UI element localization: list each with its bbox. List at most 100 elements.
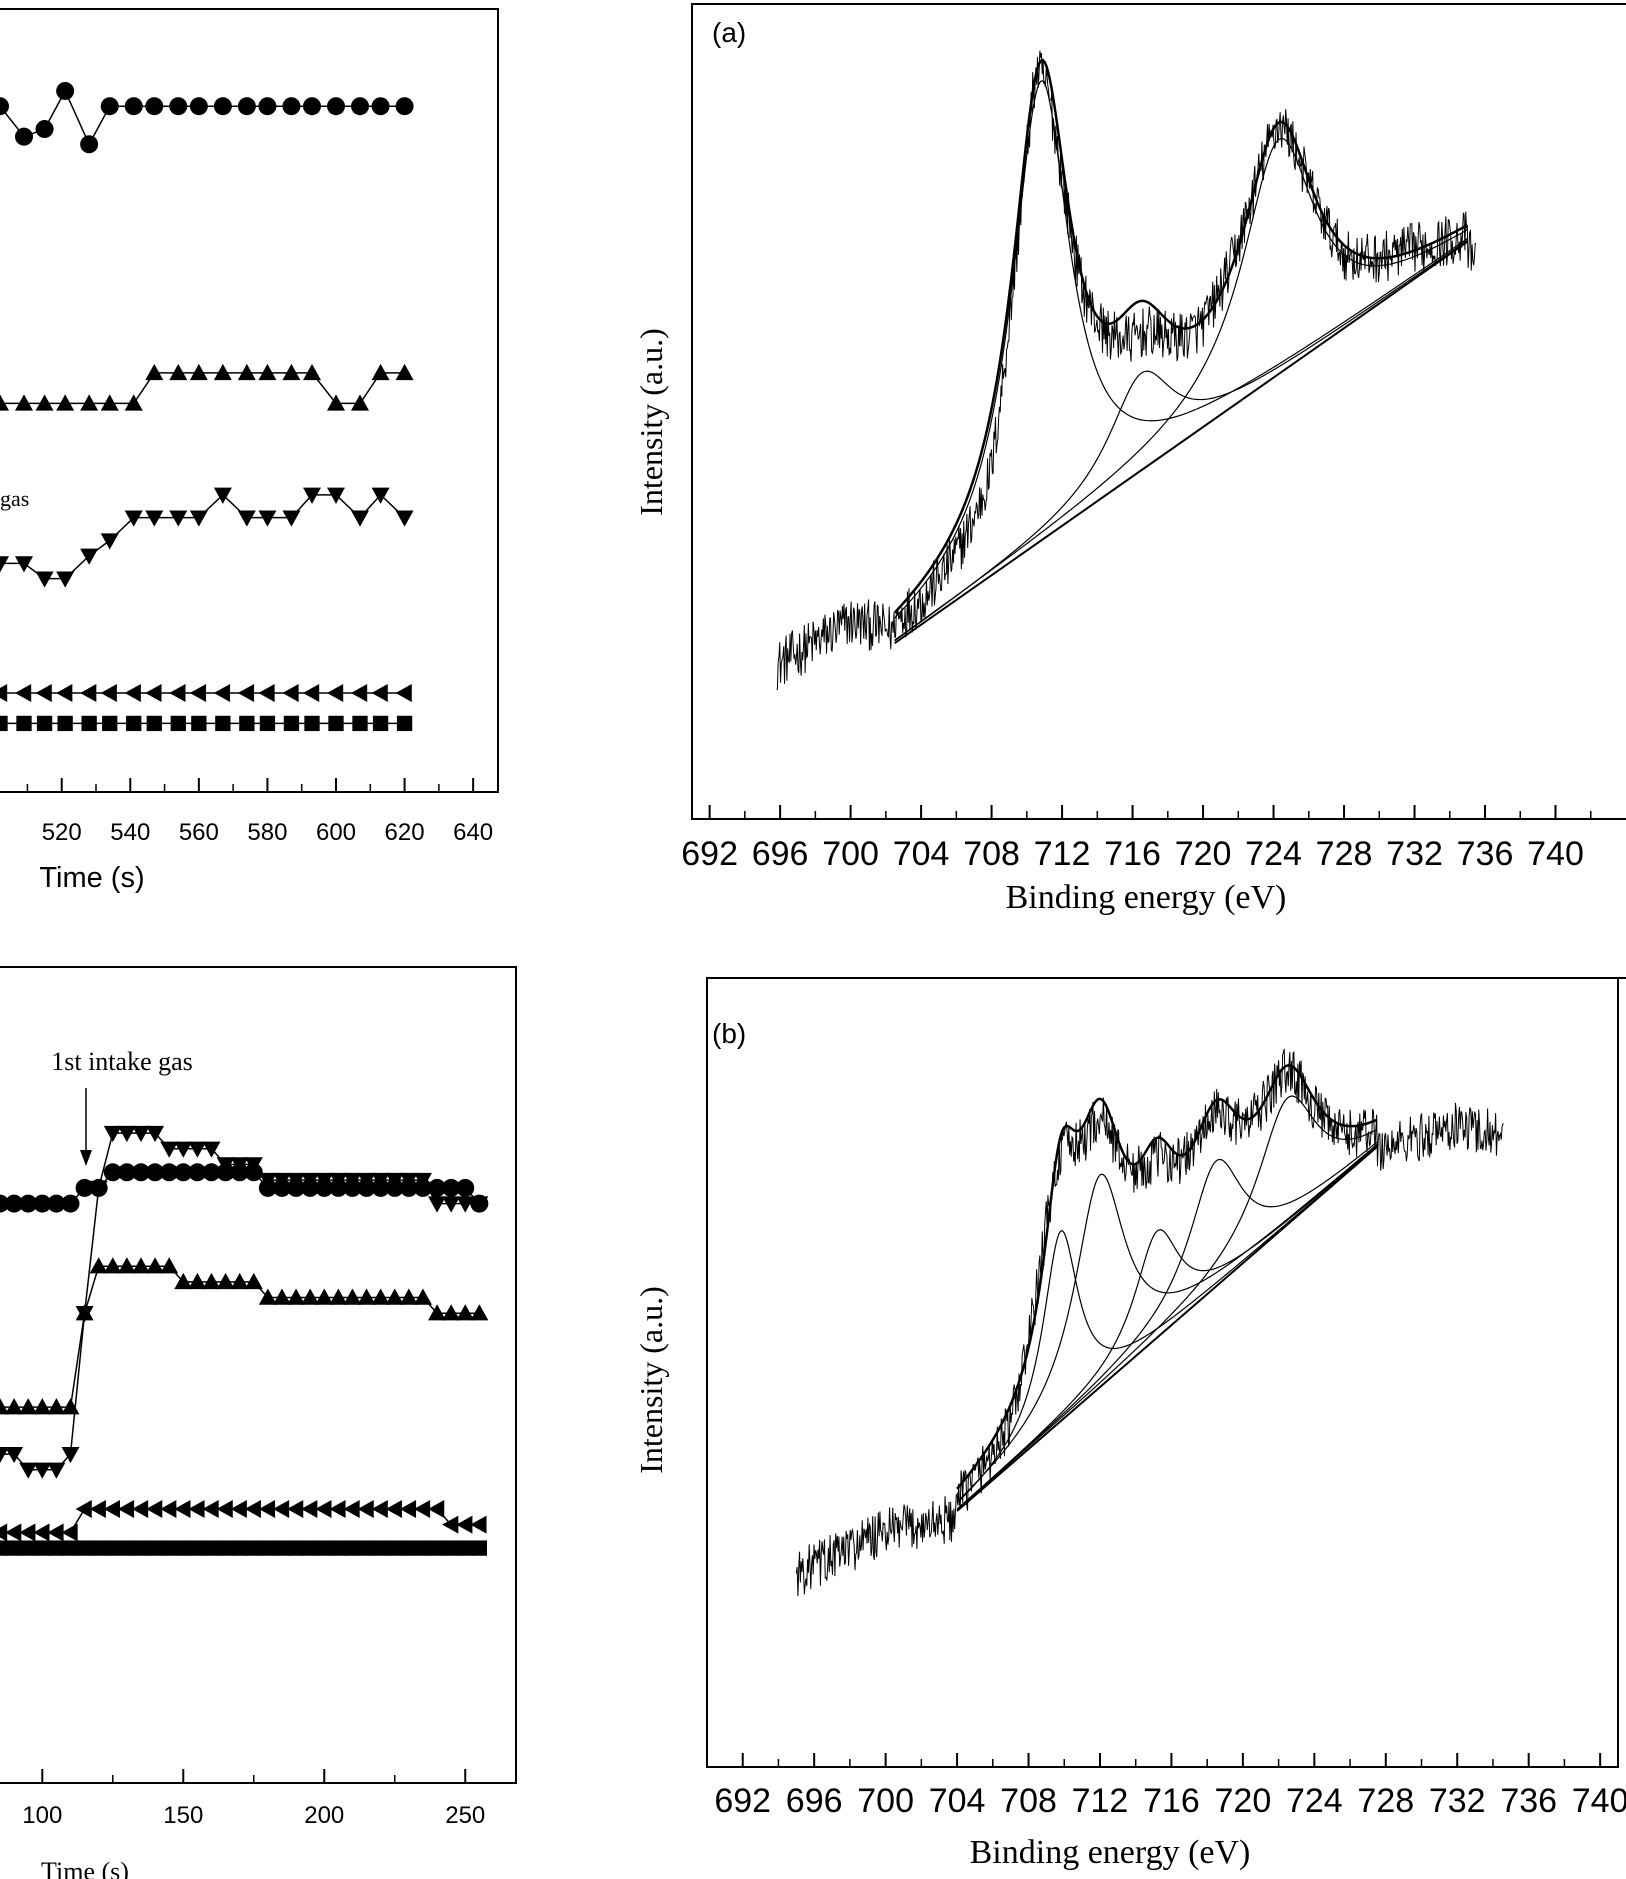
data-point-circle: [160, 1163, 179, 1182]
data-point-triangle-left: [456, 1515, 473, 1534]
data-point-triangle-left: [47, 1523, 64, 1542]
x-tick-label: 700: [822, 835, 879, 873]
data-point-triangle-down: [216, 1157, 235, 1174]
data-point-triangle-left: [80, 683, 97, 702]
data-point-triangle-left: [301, 1499, 318, 1518]
fit-component-peak: [956, 1144, 1378, 1503]
data-point-triangle-left: [19, 1523, 36, 1542]
data-point-triangle-down: [442, 1196, 461, 1213]
data-point-triangle-up: [131, 1257, 150, 1274]
annotation-arrow-head: [80, 1150, 92, 1166]
data-point-triangle-up: [160, 1257, 179, 1274]
panel-left-bottom: 100 150 200 250 1st intake gas Time (s): [0, 966, 517, 1879]
data-point-square: [57, 715, 73, 732]
x-tick-label: 728: [1357, 1782, 1414, 1820]
data-point-triangle-left: [216, 1499, 233, 1518]
spectrum-group: [776, 50, 1477, 691]
data-point-triangle-down: [357, 1172, 376, 1190]
data-point-triangle-left: [272, 1499, 290, 1518]
data-point-circle: [202, 1163, 221, 1182]
data-point-triangle-left: [327, 683, 344, 702]
data-point-triangle-left: [258, 683, 275, 702]
data-point-triangle-down: [100, 533, 119, 550]
data-point-triangle-left: [188, 1499, 205, 1518]
data-point-square: [34, 1540, 50, 1556]
data-point-triangle-up: [117, 1257, 136, 1274]
x-tick-label: 700: [857, 1782, 914, 1820]
data-point-square: [344, 1540, 361, 1556]
panel-label: (b): [712, 1018, 746, 1049]
data-point-triangle-left: [244, 1499, 261, 1518]
data-point-triangle-up: [351, 394, 369, 411]
data-point-triangle-up: [456, 1304, 475, 1321]
data-point-square: [217, 1540, 234, 1556]
data-point-triangle-down: [470, 1196, 489, 1213]
x-tick-label: 736: [1500, 1782, 1557, 1820]
data-point-square: [175, 1540, 191, 1556]
data-point-triangle-up: [33, 1398, 52, 1415]
x-tick-label: 150: [163, 1802, 203, 1829]
data-point-triangle-left: [174, 1499, 191, 1518]
data-point-circle: [146, 1163, 165, 1182]
data-point-triangle-down: [160, 1141, 179, 1158]
data-point-triangle-down: [89, 1180, 108, 1197]
data-point-triangle-down: [103, 1125, 122, 1143]
x-axis-label: Binding energy (eV): [1006, 879, 1287, 916]
data-point-triangle-up: [327, 394, 345, 411]
plot-frame: [706, 977, 1626, 1768]
data-point-triangle-up: [0, 394, 9, 411]
data-point-triangle-left: [343, 1499, 360, 1518]
data-point-triangle-left: [56, 683, 73, 702]
x-tick-label: 692: [714, 1782, 771, 1820]
data-point-triangle-down: [146, 1125, 165, 1143]
data-point-triangle-up: [272, 1288, 291, 1305]
x-tick-label: 704: [893, 835, 950, 873]
data-point-triangle-up: [169, 363, 188, 381]
x-tick-label: 724: [1245, 835, 1302, 873]
data-point-triangle-up: [244, 1272, 263, 1290]
data-point-square: [274, 1540, 290, 1556]
data-point-triangle-down: [19, 1462, 38, 1479]
data-point-triangle-up: [0, 1398, 9, 1415]
panel-left-top: 520 540 560 580 600 620 640 gas Time (s): [0, 8, 499, 894]
data-point-triangle-down: [385, 1172, 404, 1190]
data-point-triangle-up: [470, 1304, 489, 1321]
x-tick-label: 696: [786, 1782, 843, 1820]
data-point-square: [471, 1540, 487, 1556]
data-point-triangle-up: [258, 1288, 277, 1305]
data-point-triangle-left: [315, 1499, 332, 1518]
data-point-triangle-down: [188, 1141, 207, 1158]
data-point-triangle-down: [395, 510, 414, 527]
data-point-square: [203, 1540, 220, 1556]
data-point-triangle-left: [189, 683, 207, 702]
data-point-triangle-up: [413, 1288, 432, 1305]
data-point-triangle-left: [5, 1523, 22, 1542]
data-point-triangle-up: [385, 1288, 404, 1305]
experimental-spectrum: [795, 1048, 1504, 1597]
data-point-triangle-down: [428, 1196, 447, 1213]
x-tick-label: 720: [1215, 1782, 1272, 1820]
data-point-triangle-down: [5, 1446, 24, 1464]
data-point-square: [20, 1540, 36, 1556]
data-point-circle: [327, 97, 345, 116]
data-point-triangle-left: [351, 683, 368, 702]
data-point-triangle-up: [216, 1272, 235, 1290]
data-point-triangle-down: [80, 548, 99, 565]
data-point-triangle-left: [160, 1499, 177, 1518]
x-tick-label: 620: [385, 819, 425, 846]
data-point-triangle-up: [56, 394, 75, 411]
data-point-triangle-down: [230, 1157, 249, 1174]
data-point-triangle-left: [385, 1499, 402, 1518]
data-point-triangle-down: [343, 1172, 362, 1190]
data-point-circle: [131, 1163, 150, 1182]
x-tick-label: 732: [1386, 835, 1443, 873]
x-tick-label: 720: [1175, 835, 1232, 873]
data-point-triangle-left: [100, 683, 117, 702]
data-point-triangle-up: [230, 1272, 249, 1290]
data-point-triangle-left: [0, 683, 8, 702]
plot-frame: [0, 8, 499, 793]
data-point-triangle-up: [371, 1288, 390, 1305]
data-point-circle: [282, 97, 301, 116]
experimental-spectrum: [776, 50, 1477, 691]
